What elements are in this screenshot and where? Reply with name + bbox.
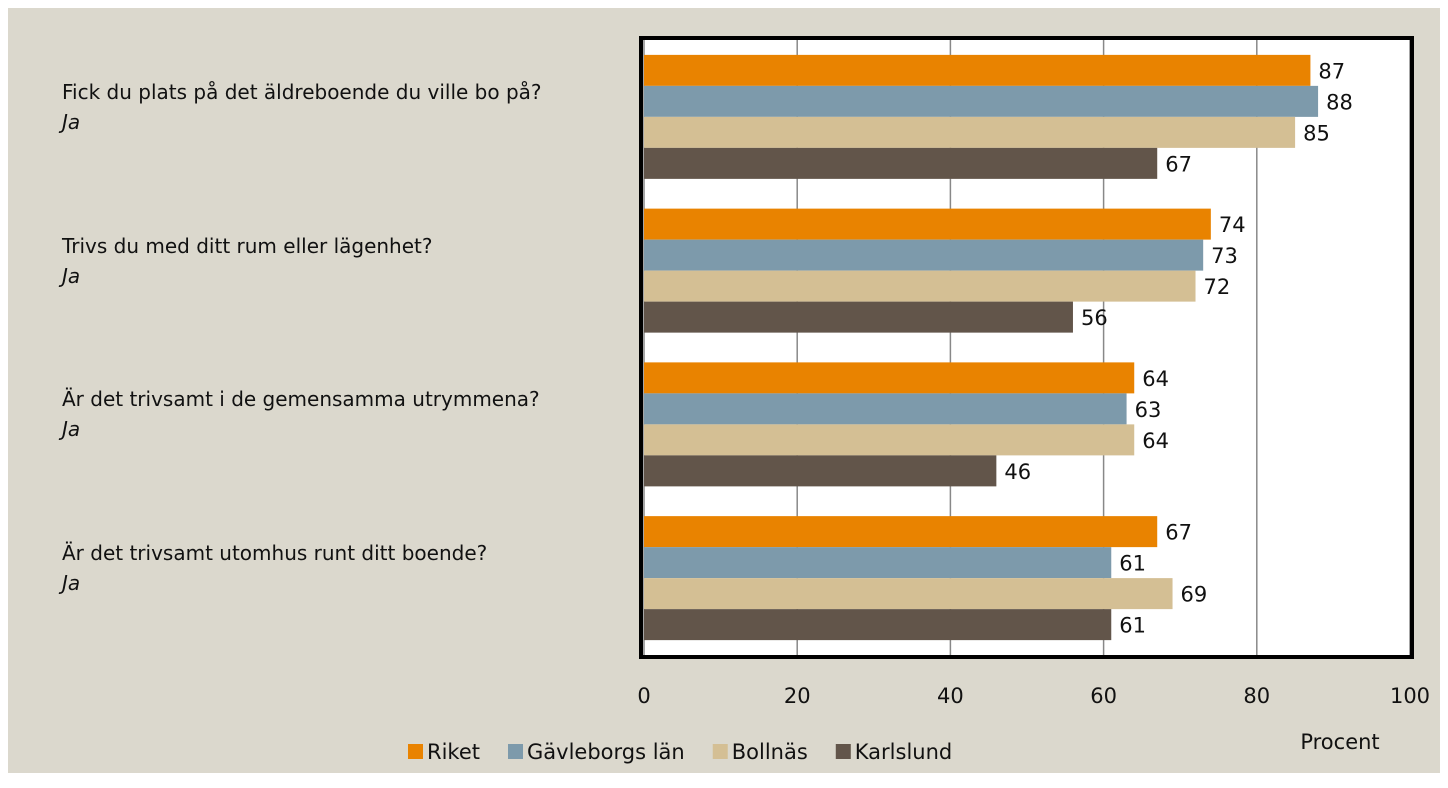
legend-label: Gävleborgs län: [527, 740, 685, 764]
data-label: 73: [1211, 244, 1238, 268]
x-tick-label: 40: [937, 684, 964, 708]
x-tick-label: 20: [784, 684, 811, 708]
bar: [644, 455, 997, 487]
data-label: 67: [1165, 152, 1192, 176]
data-label: 64: [1142, 367, 1169, 391]
bar: [644, 239, 1204, 271]
bar: [644, 609, 1112, 641]
data-label: 74: [1219, 213, 1246, 237]
category-note: Ja: [62, 417, 81, 442]
data-label: 69: [1181, 583, 1208, 607]
category-label: Är det trivsamt i de gemensamma utrymmen…: [62, 353, 582, 477]
category-note: Ja: [62, 263, 81, 288]
bar: [644, 393, 1127, 425]
data-label: 67: [1165, 521, 1192, 545]
legend-swatch: [835, 744, 851, 759]
bar: [644, 116, 1296, 148]
data-label: 63: [1135, 398, 1162, 422]
category-label: Är det trivsamt utomhus runt ditt boende…: [62, 506, 582, 630]
category-text: Är det trivsamt i de gemensamma utrymmen…: [62, 387, 540, 412]
legend-swatch: [712, 744, 728, 759]
bar: [644, 547, 1112, 579]
legend-swatch: [408, 744, 423, 759]
bar: [644, 54, 1311, 86]
category-text: Trivs du med ditt rum eller lägenhet?: [62, 233, 433, 258]
legend-label: Karlslund: [855, 740, 952, 764]
data-label: 85: [1303, 121, 1330, 145]
legend-label: Riket: [427, 740, 480, 764]
bar: [644, 516, 1158, 548]
bar: [644, 147, 1158, 179]
bar: [644, 578, 1173, 610]
x-tick-label: 0: [637, 684, 650, 708]
x-tick-label: 80: [1243, 684, 1270, 708]
bar: [644, 301, 1073, 333]
plot-border: [639, 36, 1414, 659]
x-tick-label: 100: [1390, 684, 1430, 708]
legend-label: Bollnäs: [732, 740, 808, 764]
category-text: Fick du plats på det äldreboende du vill…: [62, 79, 542, 104]
data-label: 72: [1204, 275, 1231, 299]
category-label: Fick du plats på det äldreboende du vill…: [62, 45, 582, 169]
bar: [644, 362, 1135, 394]
bar: [644, 85, 1319, 117]
category-note: Ja: [62, 571, 81, 596]
legend-swatch: [508, 744, 523, 759]
data-label: 64: [1142, 429, 1169, 453]
category-note: Ja: [62, 109, 81, 134]
bar: [644, 208, 1211, 240]
category-label: Trivs du med ditt rum eller lägenhet? Ja: [62, 199, 582, 323]
bar: [644, 424, 1135, 456]
bar: [644, 270, 1196, 302]
data-label: 61: [1119, 552, 1146, 576]
category-text: Är det trivsamt utomhus runt ditt boende…: [62, 541, 488, 566]
data-label: 46: [1004, 460, 1031, 484]
data-label: 87: [1318, 59, 1345, 83]
data-label: 61: [1119, 614, 1146, 638]
x-tick-label: 60: [1090, 684, 1117, 708]
x-axis-label: Procent: [1300, 730, 1379, 754]
data-label: 56: [1081, 306, 1108, 330]
data-label: 88: [1326, 90, 1353, 114]
